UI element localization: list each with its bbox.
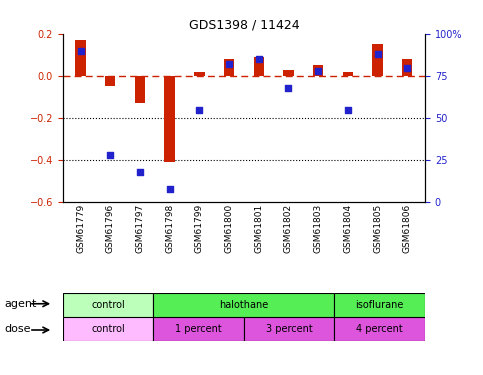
Bar: [372, 44, 383, 76]
Text: agent: agent: [5, 299, 37, 309]
Text: halothane: halothane: [219, 300, 269, 310]
Point: [284, 85, 292, 91]
FancyBboxPatch shape: [335, 317, 425, 341]
Point: [374, 51, 382, 57]
Text: control: control: [91, 300, 125, 310]
Bar: [224, 59, 234, 76]
Point: [166, 186, 173, 192]
Text: isoflurane: isoflurane: [355, 300, 404, 310]
Point: [225, 61, 233, 67]
Point: [314, 68, 322, 74]
Bar: [194, 72, 205, 76]
Point: [255, 56, 263, 62]
Text: control: control: [91, 324, 125, 334]
FancyBboxPatch shape: [154, 292, 335, 317]
FancyBboxPatch shape: [154, 317, 244, 341]
Text: dose: dose: [5, 324, 31, 334]
Bar: [402, 59, 412, 76]
Bar: [165, 76, 175, 162]
FancyBboxPatch shape: [244, 317, 335, 341]
Text: 1 percent: 1 percent: [175, 324, 222, 334]
Point: [403, 64, 411, 70]
Point: [106, 152, 114, 158]
Bar: [75, 40, 86, 76]
Title: GDS1398 / 11424: GDS1398 / 11424: [188, 18, 299, 31]
FancyBboxPatch shape: [63, 317, 154, 341]
Point: [136, 169, 144, 175]
Bar: [254, 57, 264, 76]
Bar: [283, 70, 294, 76]
FancyBboxPatch shape: [335, 292, 425, 317]
Point: [77, 48, 85, 54]
Point: [344, 106, 352, 112]
Point: [196, 106, 203, 112]
Text: 3 percent: 3 percent: [266, 324, 313, 334]
Bar: [342, 72, 353, 76]
Text: 4 percent: 4 percent: [356, 324, 403, 334]
Bar: [105, 76, 115, 87]
Bar: [135, 76, 145, 104]
Bar: [313, 65, 323, 76]
FancyBboxPatch shape: [63, 292, 154, 317]
